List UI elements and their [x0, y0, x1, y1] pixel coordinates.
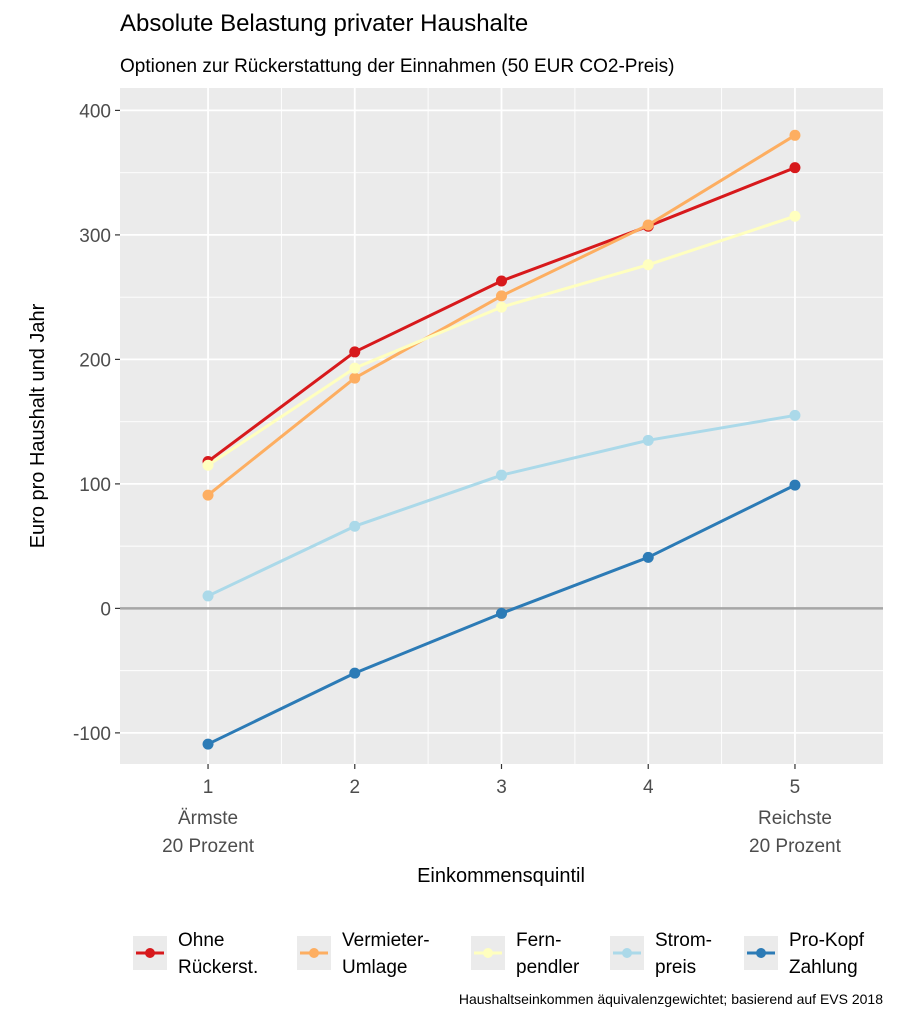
y-tick-label: 400 [79, 101, 111, 122]
legend-item: Ohne Rückerst. [133, 930, 258, 978]
x-tick-sublabel: Ärmste [178, 808, 238, 829]
legend-label: Fern- [516, 930, 561, 951]
data-point [349, 372, 361, 384]
x-tick-label: 2 [349, 777, 360, 798]
data-point [789, 129, 801, 141]
data-point [642, 219, 654, 231]
data-point [789, 210, 801, 222]
chart-caption: Haushaltseinkommen äquivalenzgewichtet; … [459, 991, 883, 1007]
x-tick-sublabel: 20 Prozent [162, 836, 255, 857]
x-tick-label: 5 [790, 777, 801, 798]
data-point [349, 362, 361, 374]
legend-label: Vermieter- [342, 930, 430, 951]
data-point [496, 290, 507, 302]
legend-key-point [309, 948, 319, 958]
data-point [642, 259, 654, 271]
legend-item: Fern-pendler [471, 930, 580, 978]
data-point [789, 479, 801, 491]
x-tick-label: 4 [643, 777, 654, 798]
y-tick-label: 100 [79, 475, 111, 496]
legend-label: Pro-Kopf [789, 930, 865, 951]
data-point [202, 590, 214, 602]
series-layer [202, 129, 801, 750]
y-tick-label: 300 [79, 226, 111, 247]
data-point [496, 275, 507, 287]
data-point [496, 469, 507, 481]
data-point [349, 667, 361, 679]
data-point [642, 434, 654, 446]
legend-item: Pro-Kopf Zahlung [744, 930, 865, 978]
legend-label: pendler [516, 957, 580, 978]
data-point [789, 409, 801, 421]
legend-key-point [145, 948, 155, 958]
data-point [789, 162, 801, 174]
data-point [496, 607, 507, 619]
data-point [349, 520, 361, 532]
legend-item: Vermieter- Umlage [297, 930, 430, 978]
data-point [202, 489, 214, 501]
x-tick-label: 1 [203, 777, 214, 798]
data-point [642, 551, 654, 563]
series-2 [202, 129, 801, 501]
legend-label: Zahlung [789, 957, 858, 978]
legend-key-point [622, 948, 632, 958]
data-point [202, 459, 214, 471]
y-axis: -100 0 100 200 300 400 [73, 101, 120, 745]
legend-key-point [483, 948, 493, 958]
series-4 [202, 409, 801, 602]
x-axis-title: Einkommensquintil [417, 865, 585, 887]
legend-label: preis [655, 957, 696, 978]
legend-item: Strom-preis [610, 930, 712, 978]
x-tick-sublabel: 20 Prozent [749, 836, 842, 857]
legend-label: Rückerst. [178, 957, 258, 978]
data-point [349, 346, 361, 358]
x-tick-sublabel: Reichste [758, 808, 832, 829]
legend: Ohne Rückerst. Vermieter- Umlage Fern-pendle… [133, 930, 865, 978]
legend-label: Ohne [178, 930, 224, 951]
y-tick-label: 0 [100, 599, 111, 620]
x-tick-label: 3 [496, 777, 507, 798]
series-3 [202, 210, 801, 471]
legend-key-point [756, 948, 766, 958]
y-tick-label: 200 [79, 350, 111, 371]
data-point [202, 738, 214, 750]
y-tick-label: -100 [73, 724, 111, 745]
data-point [496, 301, 507, 313]
legend-label: Umlage [342, 957, 407, 978]
chart-subtitle: Optionen zur Rückerstattung der Einnahme… [120, 56, 674, 77]
y-axis-title: Euro pro Haushalt und Jahr [27, 303, 49, 548]
legend-label: Strom- [655, 930, 712, 951]
x-axis: 1 2 3 4 5 Ärmste 20 Prozent Reichste 20 Prozent [162, 764, 842, 857]
series-5 [202, 479, 801, 750]
chart-title: Absolute Belastung privater Haushalte [120, 10, 528, 37]
